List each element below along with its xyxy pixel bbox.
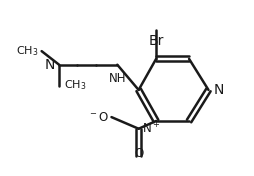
Text: O: O (134, 147, 143, 160)
Text: $^-$O: $^-$O (88, 111, 109, 124)
Text: CH$_3$: CH$_3$ (64, 78, 86, 92)
Text: N: N (45, 58, 55, 72)
Text: Br: Br (148, 34, 164, 48)
Text: NH: NH (108, 71, 126, 84)
Text: N$^+$: N$^+$ (141, 121, 160, 136)
Text: N: N (213, 83, 224, 97)
Text: CH$_3$: CH$_3$ (16, 44, 39, 58)
